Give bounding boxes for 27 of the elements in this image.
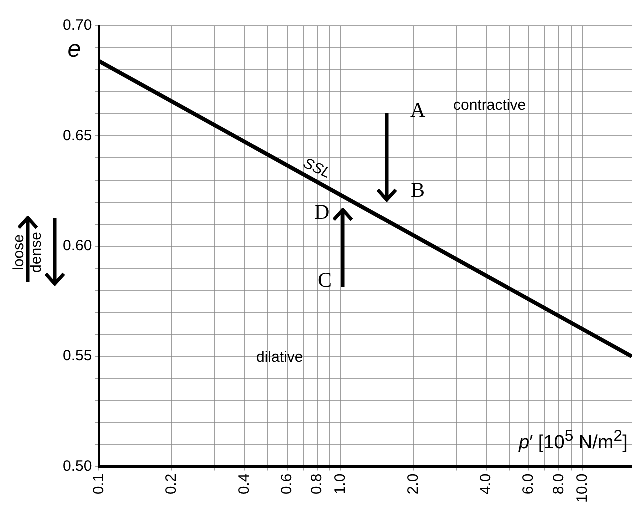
x-tick-label: 6.0 [520,474,538,495]
text: loose [10,234,28,270]
y-tick-label: 0.65 [62,127,92,144]
annotation: dilative [256,348,304,366]
y-tick-label: 0.50 [62,458,92,475]
y-axis-title: e [68,36,82,63]
annotation: D [314,200,330,224]
x-axis-title: p′ [10$^{5}$ N/m$^{2}$] [519,428,628,454]
x-tick-label: 1.0 [332,474,350,495]
y-tick-label: 0.70 [62,17,92,34]
x-tick-label: 0.8 [308,474,326,495]
text: dense [27,232,44,272]
annotation: B [411,178,426,202]
x-tick-label: 8.0 [550,474,568,495]
annotation: C [318,268,332,292]
y-tick-label: 0.55 [62,348,92,365]
annotation: SSL [301,155,334,183]
annotation: A [410,98,426,122]
annotation: contractive [454,96,526,114]
y-tick-label: 0.60 [62,238,92,255]
x-tick-label: 10.0 [574,474,591,504]
x-tick-label: 0.1 [90,474,108,495]
x-tick-label: 0.6 [278,474,296,495]
x-tick-label: 4.0 [478,474,495,495]
x-tick-label: 2.0 [404,474,422,495]
x-tick-label: 0.2 [163,474,180,495]
x-tick-label: 0.4 [236,474,253,495]
